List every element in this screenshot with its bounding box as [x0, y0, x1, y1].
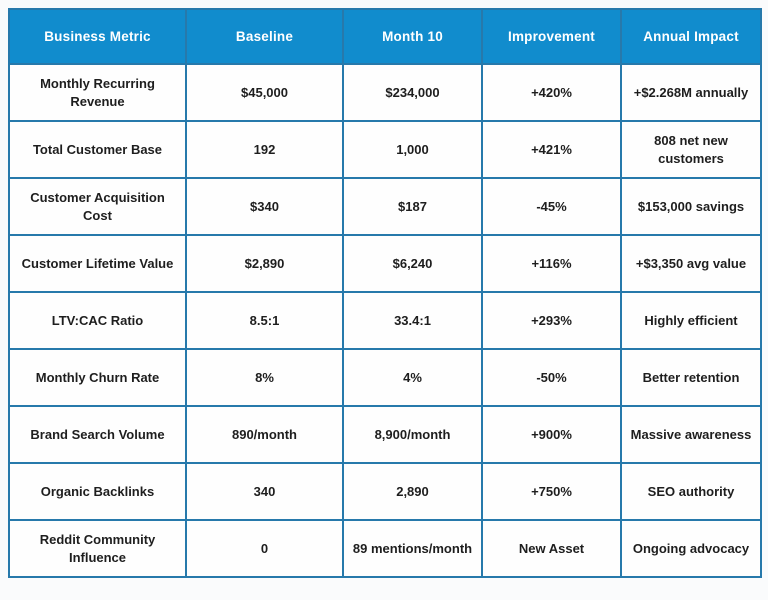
month10-cell: 33.4:1 — [342, 291, 483, 350]
metric-cell: Total Customer Base — [8, 120, 187, 179]
table-row: Monthly Recurring Revenue $45,000 $234,0… — [8, 63, 762, 122]
baseline-cell: 8% — [185, 348, 344, 407]
annual-impact-cell: +$2.268M annually — [620, 63, 762, 122]
column-header-improvement: Improvement — [481, 8, 622, 65]
month10-cell: 1,000 — [342, 120, 483, 179]
annual-impact-cell: Ongoing advocacy — [620, 519, 762, 578]
table-row: Monthly Churn Rate 8% 4% -50% Better ret… — [8, 348, 762, 407]
baseline-cell: 0 — [185, 519, 344, 578]
month10-cell: 2,890 — [342, 462, 483, 521]
table-row: Brand Search Volume 890/month 8,900/mont… — [8, 405, 762, 464]
improvement-cell: +900% — [481, 405, 622, 464]
metric-cell: Monthly Churn Rate — [8, 348, 187, 407]
table-row: LTV:CAC Ratio 8.5:1 33.4:1 +293% Highly … — [8, 291, 762, 350]
annual-impact-cell: 808 net new customers — [620, 120, 762, 179]
month10-cell: 89 mentions/month — [342, 519, 483, 578]
business-metrics-table: Business Metric Baseline Month 10 Improv… — [8, 8, 762, 578]
annual-impact-cell: Highly efficient — [620, 291, 762, 350]
table-row: Customer Lifetime Value $2,890 $6,240 +1… — [8, 234, 762, 293]
annual-impact-cell: Massive awareness — [620, 405, 762, 464]
baseline-cell: 890/month — [185, 405, 344, 464]
improvement-cell: +116% — [481, 234, 622, 293]
metric-cell: Reddit Community Influence — [8, 519, 187, 578]
metric-cell: Organic Backlinks — [8, 462, 187, 521]
baseline-cell: $45,000 — [185, 63, 344, 122]
metric-cell: Brand Search Volume — [8, 405, 187, 464]
column-header-business-metric: Business Metric — [8, 8, 187, 65]
table-row: Total Customer Base 192 1,000 +421% 808 … — [8, 120, 762, 179]
table-row: Reddit Community Influence 0 89 mentions… — [8, 519, 762, 578]
month10-cell: 4% — [342, 348, 483, 407]
annual-impact-cell: SEO authority — [620, 462, 762, 521]
month10-cell: $187 — [342, 177, 483, 236]
improvement-cell: +421% — [481, 120, 622, 179]
metric-cell: Monthly Recurring Revenue — [8, 63, 187, 122]
improvement-cell: -45% — [481, 177, 622, 236]
improvement-cell: -50% — [481, 348, 622, 407]
improvement-cell: +293% — [481, 291, 622, 350]
improvement-cell: New Asset — [481, 519, 622, 578]
metric-cell: LTV:CAC Ratio — [8, 291, 187, 350]
annual-impact-cell: +$3,350 avg value — [620, 234, 762, 293]
metric-cell: Customer Lifetime Value — [8, 234, 187, 293]
annual-impact-cell: Better retention — [620, 348, 762, 407]
column-header-annual-impact: Annual Impact — [620, 8, 762, 65]
baseline-cell: 8.5:1 — [185, 291, 344, 350]
improvement-cell: +420% — [481, 63, 622, 122]
column-header-month-10: Month 10 — [342, 8, 483, 65]
annual-impact-cell: $153,000 savings — [620, 177, 762, 236]
baseline-cell: $2,890 — [185, 234, 344, 293]
baseline-cell: 340 — [185, 462, 344, 521]
business-metrics-table-container: Business Metric Baseline Month 10 Improv… — [8, 8, 762, 578]
metric-cell: Customer Acquisition Cost — [8, 177, 187, 236]
month10-cell: 8,900/month — [342, 405, 483, 464]
month10-cell: $234,000 — [342, 63, 483, 122]
improvement-cell: +750% — [481, 462, 622, 521]
baseline-cell: $340 — [185, 177, 344, 236]
column-header-baseline: Baseline — [185, 8, 344, 65]
table-row: Customer Acquisition Cost $340 $187 -45%… — [8, 177, 762, 236]
header-row: Business Metric Baseline Month 10 Improv… — [8, 8, 762, 65]
month10-cell: $6,240 — [342, 234, 483, 293]
baseline-cell: 192 — [185, 120, 344, 179]
table-row: Organic Backlinks 340 2,890 +750% SEO au… — [8, 462, 762, 521]
